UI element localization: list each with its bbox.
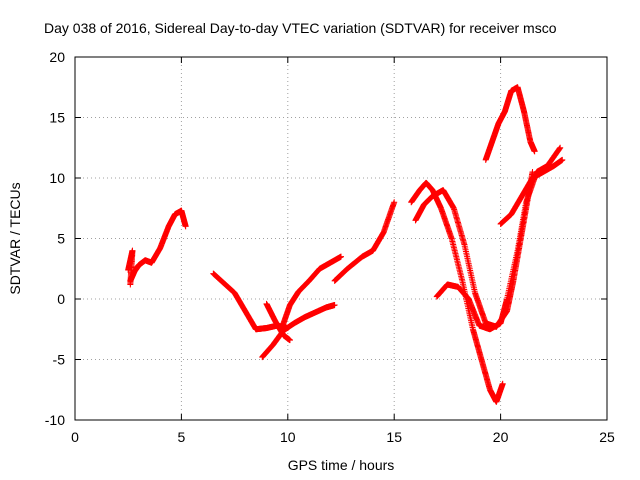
- y-tick-label: 20: [49, 49, 65, 65]
- data-point: [182, 223, 189, 230]
- x-tick-label: 15: [386, 429, 402, 445]
- data-point: [531, 148, 538, 155]
- y-tick-label: 5: [57, 231, 65, 247]
- data-point: [499, 380, 506, 387]
- x-tick-label: 20: [493, 429, 509, 445]
- x-tick-label: 5: [178, 429, 186, 445]
- x-tick-label: 10: [280, 429, 296, 445]
- data-point: [331, 302, 338, 309]
- tick-labels: 0 5 10 15 20 25 -10 -5 0 5 10 15 20: [45, 49, 615, 445]
- y-tick-label: 15: [49, 110, 65, 126]
- y-tick-label: -5: [53, 352, 66, 368]
- y-axis-label: SDTVAR / TECUs: [7, 182, 23, 294]
- data-point: [557, 144, 564, 151]
- data-marks: [125, 84, 566, 405]
- data-point: [127, 281, 134, 288]
- data-point: [559, 156, 566, 163]
- x-tick-label: 25: [599, 429, 615, 445]
- chart-title: Day 038 of 2016, Sidereal Day-to-day VTE…: [44, 20, 557, 36]
- y-tick-label: 0: [57, 291, 65, 307]
- grid: [74, 56, 608, 421]
- data-point: [391, 199, 398, 206]
- plot-frame: [74, 56, 608, 421]
- data-point: [286, 337, 293, 344]
- y-tick-label: 10: [49, 170, 65, 186]
- x-tick-label: 0: [71, 429, 79, 445]
- y-tick-label: -10: [45, 412, 65, 428]
- data-point: [338, 253, 344, 260]
- x-axis-label: GPS time / hours: [288, 457, 395, 473]
